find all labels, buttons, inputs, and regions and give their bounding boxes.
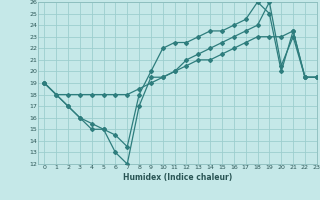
X-axis label: Humidex (Indice chaleur): Humidex (Indice chaleur) bbox=[123, 173, 232, 182]
